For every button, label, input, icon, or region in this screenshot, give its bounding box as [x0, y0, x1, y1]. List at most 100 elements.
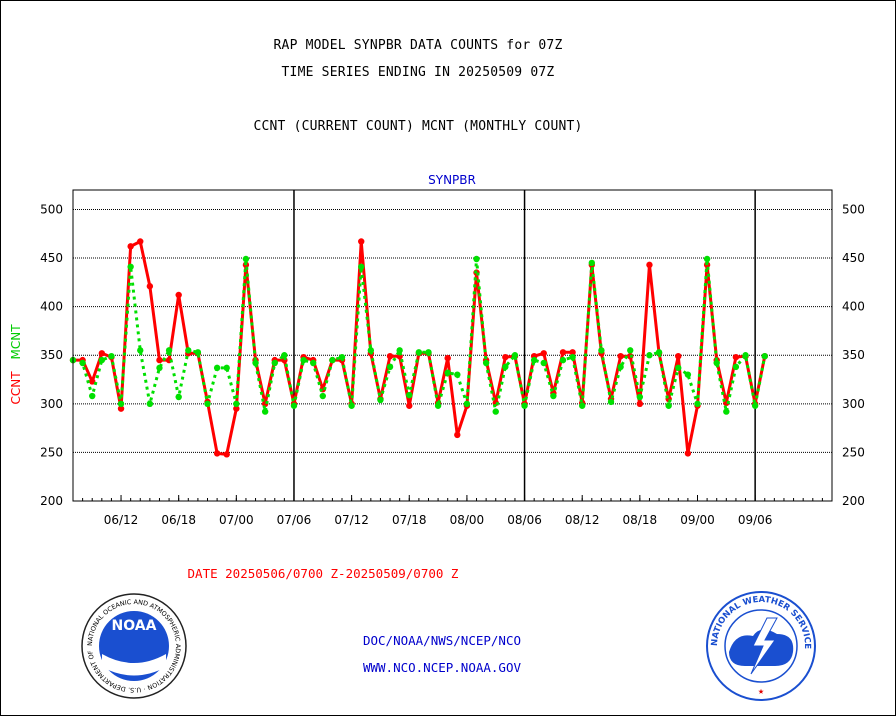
point-mcnt — [732, 363, 740, 371]
point-ccnt — [89, 378, 96, 385]
y-tick-label-left: 300 — [40, 397, 63, 411]
point-mcnt — [598, 347, 605, 354]
noaa-logo-text: NOAA — [112, 618, 157, 634]
point-mcnt — [127, 263, 134, 270]
y-tick-label-left: 400 — [40, 300, 63, 314]
point-ccnt — [646, 261, 653, 269]
y-tick-label-left: 450 — [40, 251, 63, 265]
point-ccnt — [358, 238, 365, 245]
point-mcnt — [617, 363, 624, 371]
point-mcnt — [194, 349, 202, 356]
point-mcnt — [98, 356, 106, 364]
point-ccnt — [569, 349, 576, 356]
point-mcnt — [367, 347, 375, 354]
point-mcnt — [117, 400, 125, 408]
point-ccnt — [156, 356, 163, 364]
point-mcnt — [406, 391, 413, 399]
point-mcnt — [588, 259, 596, 267]
y-tick-label-right: 300 — [842, 397, 865, 411]
point-mcnt — [463, 400, 471, 408]
point-mcnt — [242, 255, 250, 263]
point-mcnt — [185, 347, 192, 354]
point-mcnt — [89, 392, 96, 400]
chart-title-line2: TIME SERIES ENDING IN 20250509 07Z — [281, 65, 555, 80]
x-tick-label: 09/00 — [680, 513, 715, 527]
time-series-chart: 200 200 250 250 300 300 350 350 400 400 450 450 500 5… — [9, 173, 865, 527]
point-ccnt — [684, 450, 692, 457]
point-mcnt — [319, 392, 326, 400]
x-tick-label: 07/00 — [219, 513, 254, 527]
point-ccnt — [636, 400, 644, 408]
point-mcnt — [415, 349, 423, 356]
point-mcnt — [396, 347, 403, 354]
point-mcnt — [329, 356, 336, 364]
point-mcnt — [751, 402, 759, 409]
point-mcnt — [444, 369, 451, 376]
point-mcnt — [569, 353, 576, 361]
point-mcnt — [579, 402, 586, 409]
y-tick-label-left: 500 — [40, 202, 63, 216]
x-tick-label: 08/00 — [450, 513, 485, 527]
point-mcnt — [511, 352, 519, 359]
point-mcnt — [492, 408, 499, 415]
x-tick-label: 09/06 — [738, 513, 773, 527]
x-tick-label: 07/06 — [277, 513, 312, 527]
point-mcnt — [348, 402, 355, 409]
point-ccnt — [137, 238, 144, 245]
point-mcnt — [165, 347, 173, 354]
point-ccnt — [386, 352, 394, 360]
point-mcnt — [454, 371, 461, 378]
y-tick-label-right: 200 — [842, 494, 865, 508]
point-mcnt — [627, 347, 634, 354]
point-mcnt — [281, 352, 288, 359]
point-mcnt — [694, 400, 701, 408]
point-ccnt — [502, 353, 509, 361]
panel-title: SYNPBR — [428, 173, 476, 187]
point-mcnt — [473, 255, 480, 263]
point-mcnt — [646, 352, 653, 359]
point-mcnt — [261, 408, 269, 415]
point-mcnt — [550, 392, 557, 400]
point-mcnt — [502, 363, 509, 371]
point-mcnt — [223, 364, 230, 372]
footer-org-link[interactable]: DOC/NOAA/NWS/NCEP/NCO — [362, 633, 522, 648]
point-mcnt — [386, 363, 394, 371]
point-mcnt — [636, 393, 644, 401]
point-mcnt — [377, 396, 384, 404]
point-mcnt — [540, 359, 547, 367]
ylabel-ccnt: CCNT — [9, 371, 23, 405]
point-mcnt — [213, 364, 221, 372]
point-ccnt — [127, 243, 134, 250]
point-mcnt — [338, 353, 346, 361]
point-mcnt — [665, 402, 672, 409]
point-ccnt — [406, 402, 413, 409]
point-ccnt — [540, 350, 547, 357]
point-mcnt — [300, 356, 307, 364]
point-mcnt — [675, 364, 682, 372]
point-mcnt — [137, 347, 144, 354]
plot-area-border — [72, 189, 833, 502]
point-mcnt — [156, 364, 163, 372]
point-mcnt — [703, 255, 711, 263]
y-tick-label-right: 450 — [842, 251, 865, 265]
point-mcnt — [559, 356, 567, 364]
point-mcnt — [723, 408, 730, 415]
chart-title-line3: CCNT (CURRENT COUNT) MCNT (MONTHLY COUNT… — [253, 119, 583, 134]
axis-layer: 200 200 250 250 300 300 350 350 400 400 450 450 500 5… — [40, 202, 865, 527]
x-tick-label: 06/12 — [104, 513, 139, 527]
x-tick-label: 08/12 — [565, 513, 600, 527]
point-mcnt — [204, 400, 211, 408]
point-mcnt — [684, 371, 692, 378]
day-boundary-layer — [293, 190, 756, 501]
point-ccnt — [559, 349, 567, 356]
series-line-ccnt — [73, 240, 767, 456]
point-ccnt — [146, 283, 154, 290]
footer-url-link[interactable]: WWW.NCO.NCEP.NOAA.GOV — [362, 660, 522, 675]
series-line-mcnt — [72, 257, 767, 414]
point-ccnt — [444, 354, 451, 362]
x-tick-label: 08/06 — [507, 513, 542, 527]
point-mcnt — [713, 359, 720, 367]
point-mcnt — [108, 352, 115, 360]
y-tick-label-left: 350 — [40, 348, 63, 362]
point-mcnt — [530, 356, 538, 364]
